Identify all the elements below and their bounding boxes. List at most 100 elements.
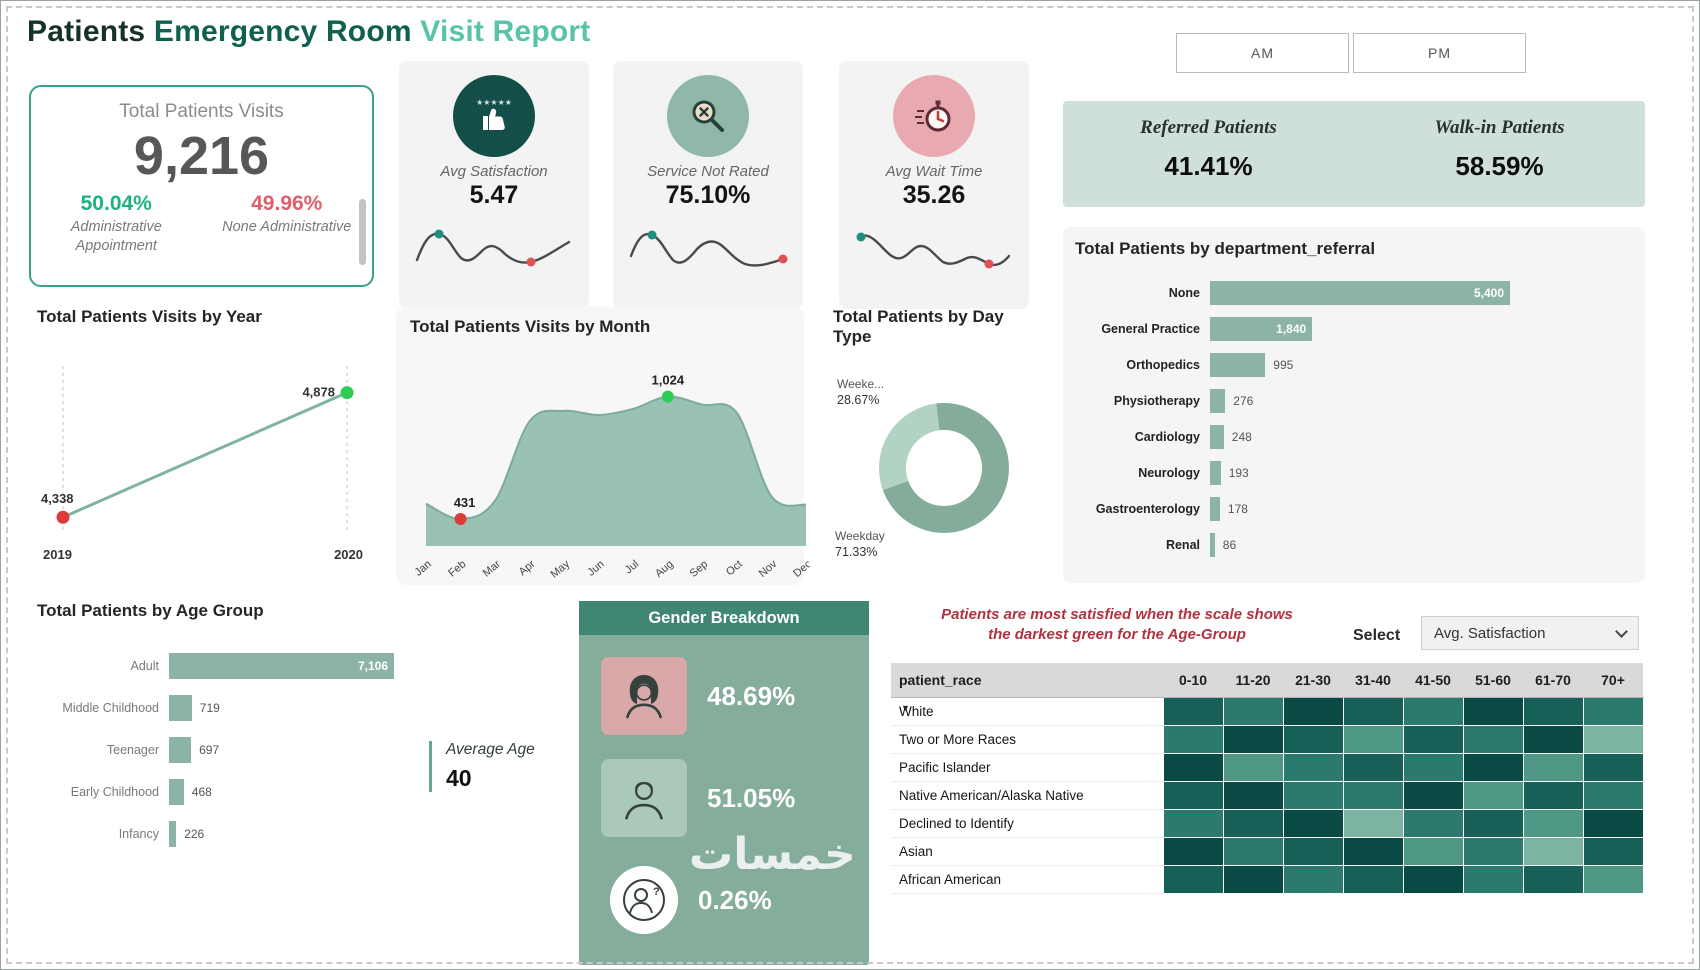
month-area-series[interactable]: [426, 396, 806, 546]
heatmap-cell[interactable]: [1342, 808, 1404, 838]
heatmap-cell[interactable]: [1162, 780, 1224, 810]
heatmap-cell[interactable]: [1282, 696, 1344, 726]
heatmap-cell[interactable]: [1582, 808, 1644, 838]
pm-button[interactable]: PM: [1353, 33, 1526, 73]
heatmap-cell[interactable]: [1462, 780, 1524, 810]
heatmap-cell[interactable]: [1162, 864, 1224, 894]
heatmap-cell[interactable]: [1282, 724, 1344, 754]
avg-wait-time-sparkline[interactable]: [851, 218, 1017, 272]
service-not-rated-sparkline[interactable]: [625, 218, 791, 272]
heatmap-cell[interactable]: [1582, 724, 1644, 754]
heatmap-cell[interactable]: [1162, 808, 1224, 838]
heatmap-cell[interactable]: [1402, 696, 1464, 726]
year-data-point[interactable]: [340, 386, 354, 400]
column-header-age-bucket[interactable]: 70+: [1583, 663, 1643, 698]
heatmap-cell[interactable]: [1222, 752, 1284, 782]
heatmap-cell[interactable]: [1282, 808, 1344, 838]
heatmap-cell[interactable]: [1582, 780, 1644, 810]
heatmap-cell[interactable]: [1522, 864, 1584, 894]
heatmap-cell[interactable]: [1462, 836, 1524, 866]
race-label[interactable]: White: [891, 697, 1163, 726]
heatmap-cell[interactable]: [1522, 696, 1584, 726]
column-header-age-bucket[interactable]: 0-10: [1163, 663, 1223, 698]
heatmap-cell[interactable]: [1282, 752, 1344, 782]
heatmap-cell[interactable]: [1402, 864, 1464, 894]
bar[interactable]: 7,106: [169, 653, 394, 679]
heatmap-cell[interactable]: [1222, 724, 1284, 754]
avg-satisfaction-sparkline[interactable]: [411, 218, 577, 272]
month-max-point[interactable]: [661, 390, 674, 403]
column-header-age-bucket[interactable]: 21-30: [1283, 663, 1343, 698]
am-button[interactable]: AM: [1176, 33, 1349, 73]
heatmap-cell[interactable]: [1222, 808, 1284, 838]
heatmap-cell[interactable]: [1522, 808, 1584, 838]
heatmap-cell[interactable]: [1402, 724, 1464, 754]
heatmap-cell[interactable]: [1162, 752, 1224, 782]
bar[interactable]: [1210, 533, 1215, 557]
bar[interactable]: 1,840: [1210, 317, 1313, 341]
heatmap-cell[interactable]: [1342, 780, 1404, 810]
heatmap-cell[interactable]: [1462, 696, 1524, 726]
heatmap-cell[interactable]: [1402, 808, 1464, 838]
heatmap-cell[interactable]: [1462, 752, 1524, 782]
heatmap-cell[interactable]: [1342, 752, 1404, 782]
heatmap-cell[interactable]: [1282, 780, 1344, 810]
heatmap-cell[interactable]: [1582, 836, 1644, 866]
heatmap-cell[interactable]: [1582, 864, 1644, 894]
heatmap-cell[interactable]: [1342, 836, 1404, 866]
heatmap-cell[interactable]: [1462, 864, 1524, 894]
day-type-donut[interactable]: [879, 403, 1009, 533]
year-data-point[interactable]: [56, 510, 70, 524]
column-header-age-bucket[interactable]: 61-70: [1523, 663, 1583, 698]
column-header-age-bucket[interactable]: 41-50: [1403, 663, 1463, 698]
race-label[interactable]: Native American/Alaska Native: [891, 781, 1163, 810]
month-min-point[interactable]: [454, 512, 467, 525]
heatmap-cell[interactable]: [1462, 724, 1524, 754]
female-avatar-icon[interactable]: [601, 657, 687, 735]
column-header-age-bucket[interactable]: 51-60: [1463, 663, 1523, 698]
bar[interactable]: [1210, 461, 1221, 485]
bar[interactable]: [169, 737, 192, 763]
heatmap-cell[interactable]: [1282, 864, 1344, 894]
bar[interactable]: [1210, 497, 1220, 521]
male-avatar-icon[interactable]: [601, 759, 687, 837]
sort-arrow-icon[interactable]: ▼: [901, 702, 910, 713]
bar[interactable]: [1210, 389, 1226, 413]
bar[interactable]: [1210, 425, 1224, 449]
bar[interactable]: [169, 821, 177, 847]
bar[interactable]: 5,400: [1210, 281, 1510, 305]
heatmap-cell[interactable]: [1582, 696, 1644, 726]
heatmap-cell[interactable]: [1402, 836, 1464, 866]
heatmap-cell[interactable]: [1402, 780, 1464, 810]
heatmap-cell[interactable]: [1462, 808, 1524, 838]
heatmap-cell[interactable]: [1222, 696, 1284, 726]
heatmap-cell[interactable]: [1342, 724, 1404, 754]
column-header-age-bucket[interactable]: 31-40: [1343, 663, 1403, 698]
measure-dropdown[interactable]: Avg. Satisfaction: [1421, 616, 1639, 650]
heatmap-cell[interactable]: [1162, 836, 1224, 866]
heatmap-cell[interactable]: [1162, 696, 1224, 726]
heatmap-cell[interactable]: [1282, 836, 1344, 866]
race-label[interactable]: Two or More Races: [891, 725, 1163, 754]
column-header-patient-race[interactable]: patient_race ▼: [891, 663, 1163, 713]
heatmap-cell[interactable]: [1582, 752, 1644, 782]
heatmap-cell[interactable]: [1162, 724, 1224, 754]
race-label[interactable]: African American: [891, 865, 1163, 894]
heatmap-cell[interactable]: [1222, 836, 1284, 866]
heatmap-cell[interactable]: [1522, 752, 1584, 782]
heatmap-cell[interactable]: [1222, 864, 1284, 894]
heatmap-cell[interactable]: [1342, 696, 1404, 726]
heatmap-cell[interactable]: [1342, 864, 1404, 894]
race-label[interactable]: Declined to Identify: [891, 809, 1163, 838]
race-label[interactable]: Pacific Islander: [891, 753, 1163, 782]
bar[interactable]: [169, 779, 184, 805]
heatmap-cell[interactable]: [1522, 724, 1584, 754]
unknown-person-icon[interactable]: ?: [610, 866, 678, 934]
year-trend-line[interactable]: [62, 391, 348, 519]
heatmap-cell[interactable]: [1222, 780, 1284, 810]
heatmap-cell[interactable]: [1522, 836, 1584, 866]
heatmap-cell[interactable]: [1402, 752, 1464, 782]
column-header-age-bucket[interactable]: 11-20: [1223, 663, 1283, 698]
heatmap-cell[interactable]: [1522, 780, 1584, 810]
bar[interactable]: [1210, 353, 1266, 377]
